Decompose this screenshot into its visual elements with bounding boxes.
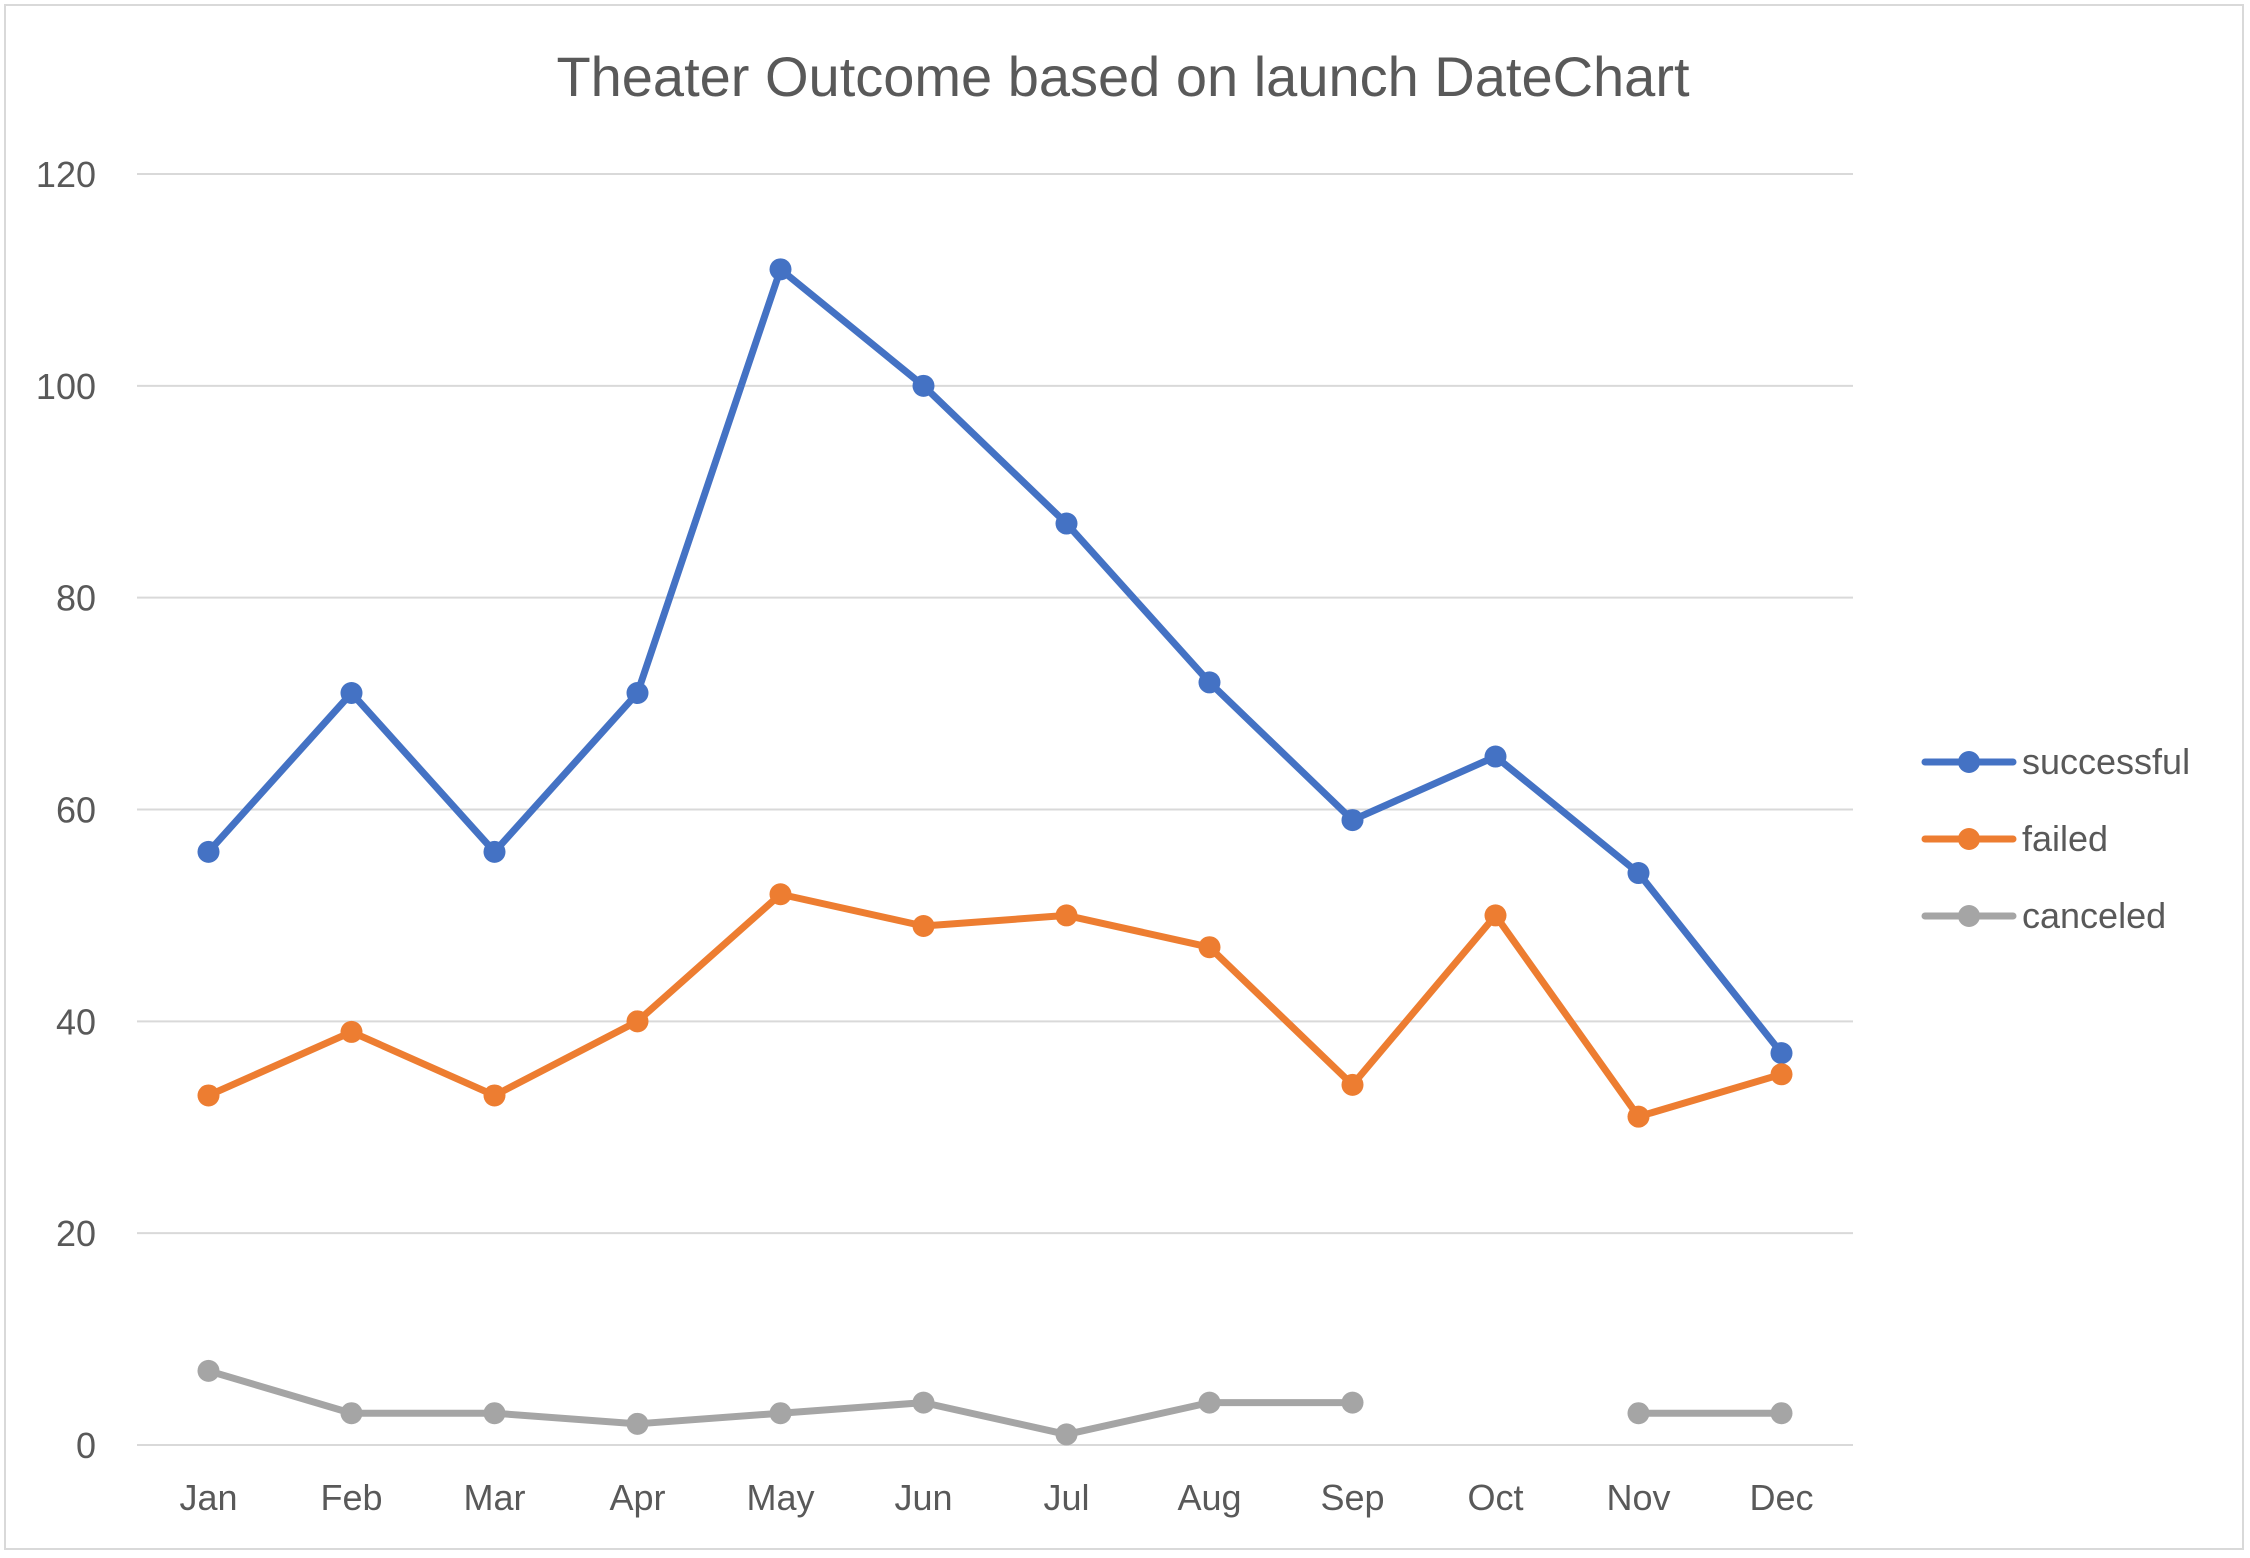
- data-point-failed: [769, 883, 792, 906]
- legend-item-failed: failed: [1921, 818, 2108, 859]
- x-tick-label: Dec: [1749, 1477, 1813, 1518]
- y-tick-label: 100: [36, 366, 96, 407]
- data-point-successful: [1627, 862, 1650, 885]
- data-point-canceled: [769, 1402, 792, 1425]
- data-point-failed: [197, 1084, 220, 1107]
- data-point-canceled: [1627, 1402, 1650, 1425]
- data-point-canceled: [1341, 1391, 1364, 1414]
- data-point-successful: [912, 374, 935, 397]
- data-point-canceled: [1770, 1402, 1793, 1425]
- data-point-successful: [626, 681, 649, 704]
- series-line-successful: [205, 265, 1785, 1057]
- x-tick-label: Nov: [1606, 1477, 1670, 1518]
- y-tick-label: 120: [36, 154, 96, 195]
- x-tick-label: Jul: [1043, 1477, 1089, 1518]
- data-point-canceled: [912, 1391, 935, 1414]
- data-point-failed: [340, 1020, 363, 1043]
- y-tick-label: 60: [56, 790, 96, 831]
- data-point-successful: [1770, 1042, 1793, 1065]
- x-tick-label: Jan: [179, 1477, 237, 1518]
- legend-label: failed: [2022, 818, 2108, 859]
- data-point-failed: [912, 915, 935, 938]
- data-point-successful: [1484, 745, 1507, 768]
- chart-area: [4, 4, 2244, 1550]
- legend: successful failed canceled: [1921, 741, 2190, 936]
- data-point-successful: [483, 840, 506, 863]
- series-canceled: [197, 1359, 1793, 1446]
- data-point-successful: [340, 681, 363, 704]
- y-tick-label: 20: [56, 1213, 96, 1254]
- data-point-successful: [1198, 671, 1221, 694]
- data-point-successful: [1055, 512, 1078, 535]
- data-point-canceled: [340, 1402, 363, 1425]
- data-point-failed: [626, 1010, 649, 1033]
- legend-marker: [1958, 828, 1980, 850]
- y-tick-label: 40: [56, 1001, 96, 1042]
- data-point-failed: [1198, 936, 1221, 959]
- series-line-failed: [205, 890, 1785, 1121]
- data-point-successful: [1341, 809, 1364, 832]
- legend-marker: [1958, 905, 1980, 927]
- series-lines: [197, 258, 1793, 1446]
- legend-item-successful: successful: [1921, 741, 2190, 782]
- series-failed: [197, 883, 1793, 1128]
- data-point-canceled: [626, 1412, 649, 1435]
- legend-item-canceled: canceled: [1921, 895, 2166, 936]
- data-point-canceled: [1055, 1423, 1078, 1446]
- x-tick-label: Mar: [464, 1477, 526, 1518]
- x-tick-label: Feb: [320, 1477, 382, 1518]
- data-point-failed: [1341, 1073, 1364, 1096]
- x-axis: Jan Feb Mar Apr May Jun Jul Aug Sep Oct Nov Dec: [179, 1477, 1813, 1518]
- data-point-successful: [769, 258, 792, 281]
- x-tick-label: Aug: [1177, 1477, 1241, 1518]
- data-point-failed: [1055, 904, 1078, 927]
- data-point-canceled: [197, 1359, 220, 1382]
- data-point-failed: [1627, 1105, 1650, 1128]
- gridlines: [137, 173, 1853, 1446]
- x-tick-label: Oct: [1467, 1477, 1523, 1518]
- legend-label: canceled: [2022, 895, 2166, 936]
- legend-marker: [1958, 751, 1980, 773]
- x-tick-label: Sep: [1320, 1477, 1384, 1518]
- x-tick-label: May: [746, 1477, 814, 1518]
- y-axis: 0 20 40 60 80 100 120: [36, 154, 96, 1466]
- y-tick-label: 80: [56, 578, 96, 619]
- data-point-failed: [1484, 904, 1507, 927]
- data-point-successful: [197, 840, 220, 863]
- legend-label: successful: [2022, 741, 2190, 782]
- chart-title: Theater Outcome based on launch DateChar…: [556, 45, 1690, 108]
- x-tick-label: Jun: [894, 1477, 952, 1518]
- x-tick-label: Apr: [609, 1477, 665, 1518]
- data-point-canceled: [483, 1402, 506, 1425]
- y-tick-label: 0: [76, 1425, 96, 1466]
- data-point-failed: [483, 1084, 506, 1107]
- data-point-canceled: [1198, 1391, 1221, 1414]
- series-successful: [197, 258, 1793, 1065]
- data-point-failed: [1770, 1063, 1793, 1086]
